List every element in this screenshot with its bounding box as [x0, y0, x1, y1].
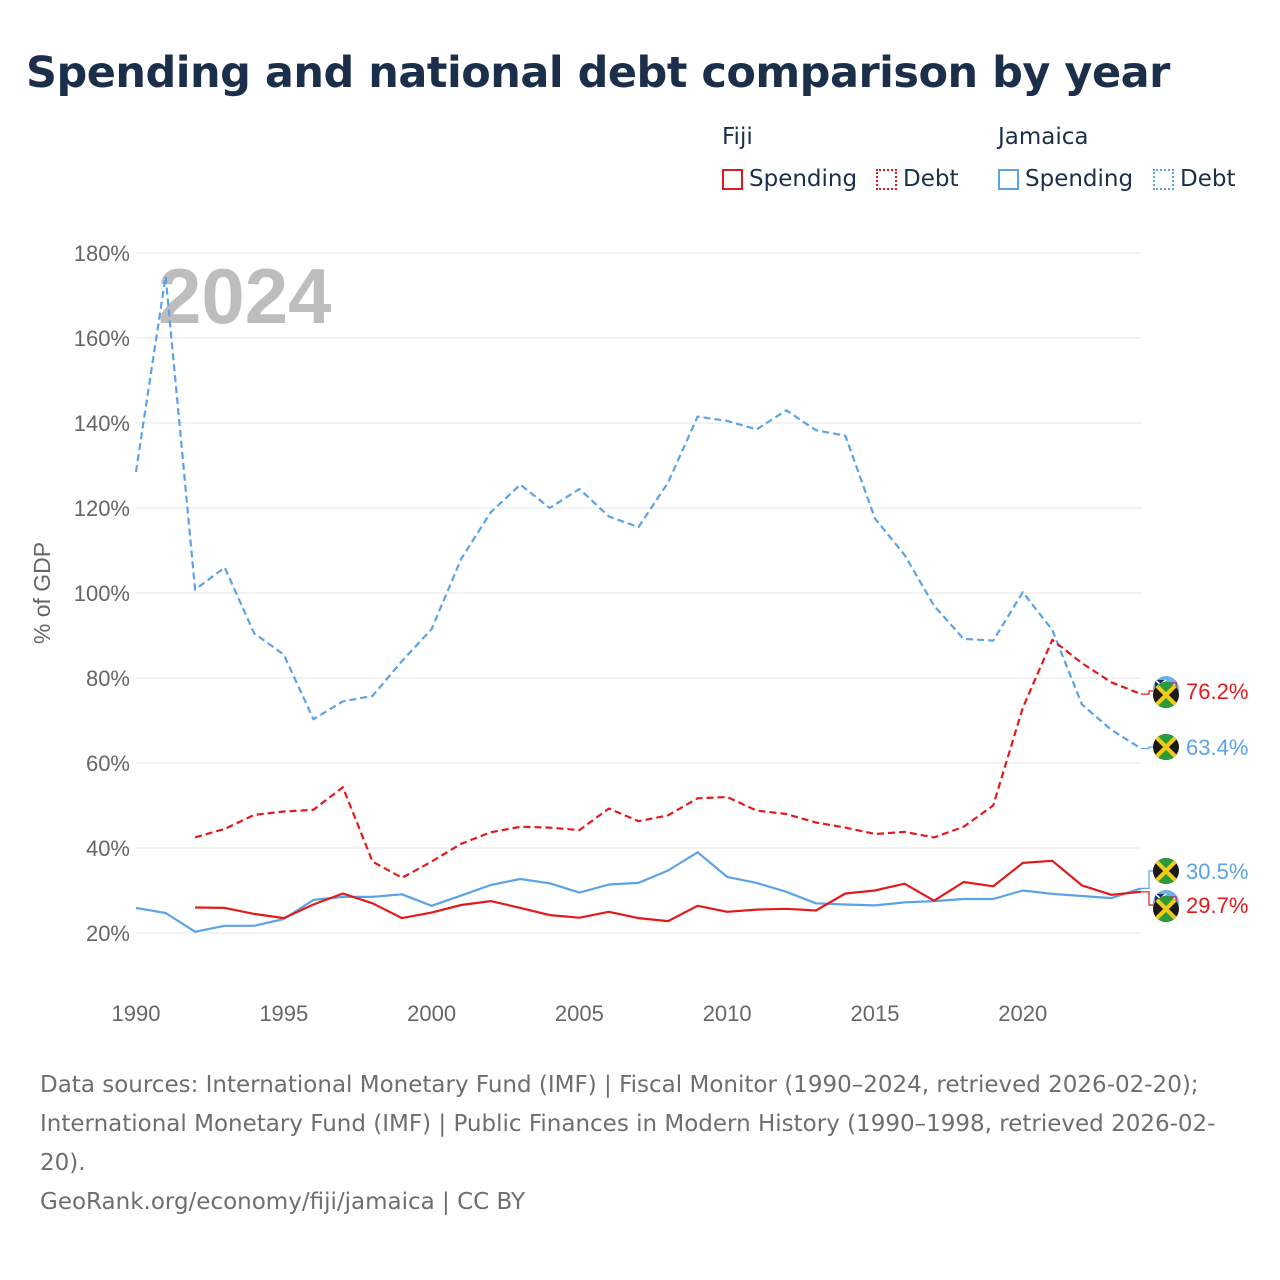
y-axis-label: % of GDP	[29, 542, 55, 644]
y-axis-ticks: 20% 40% 60% 80% 100% 120% 140% 160% 180%	[74, 241, 130, 946]
jamaica-flag-icon	[1153, 682, 1179, 708]
legend-item-jamaica-debt[interactable]: Debt	[1153, 166, 1235, 192]
legend-item-fiji-debt[interactable]: Debt	[876, 166, 958, 192]
end-labels: 76.2% 63.4% 30.5% 29.7%	[1141, 676, 1248, 922]
legend-swatch-jamaica-debt	[1153, 168, 1174, 190]
source-line: Data sources: International Monetary Fun…	[40, 1072, 1199, 1098]
x-tick-label: 2020	[998, 1001, 1047, 1026]
x-tick-label: 2015	[850, 1001, 899, 1026]
source-line: 20).	[40, 1150, 86, 1176]
y-tick-label: 80%	[86, 666, 130, 691]
end-value-label: 76.2%	[1186, 679, 1248, 704]
series-line-jamaica-spending[interactable]	[135, 851, 1142, 933]
x-tick-label: 1990	[112, 1001, 161, 1026]
legend-label-jamaica-debt: Debt	[1180, 166, 1236, 192]
end-value-label: 63.4%	[1186, 735, 1248, 760]
legend-swatch-jamaica-spending	[998, 168, 1019, 190]
series-line-jamaica-debt[interactable]	[134, 275, 1142, 750]
legend-swatch-fiji-spending	[722, 168, 743, 190]
chart-title: Spending and national debt comparison by…	[26, 48, 1170, 98]
jamaica-flag-icon	[1153, 896, 1179, 922]
jamaica-flag-icon	[1153, 858, 1179, 884]
legend-label-fiji-spending: Spending	[749, 166, 858, 192]
y-tick-label: 180%	[74, 241, 130, 266]
end-label-connector	[1141, 690, 1157, 695]
legend-group-fiji: Fiji	[722, 124, 753, 150]
series-lines	[134, 275, 1142, 933]
end-label-connector	[1141, 891, 1157, 906]
y-tick-label: 20%	[86, 921, 130, 946]
y-tick-label: 40%	[86, 836, 130, 861]
y-tick-label: 140%	[74, 411, 130, 436]
x-axis-ticks: 1990 1995 2000 2005 2010 2015 2020	[112, 1001, 1048, 1026]
series-line-fiji-spending[interactable]	[195, 859, 1142, 923]
legend-swatch-fiji-debt	[876, 168, 897, 190]
jamaica-flag-icon	[1153, 734, 1179, 760]
source-footer: Data sources: International Monetary Fun…	[40, 1066, 1240, 1222]
y-tick-label: 160%	[74, 326, 130, 351]
legend-item-jamaica-spending[interactable]: Spending	[998, 166, 1133, 192]
x-tick-label: 1995	[259, 1001, 308, 1026]
end-value-label: 29.7%	[1186, 893, 1248, 918]
source-line: International Monetary Fund (IMF) | Publ…	[40, 1111, 1216, 1137]
y-tick-label: 60%	[86, 751, 130, 776]
legend-group-jamaica: Jamaica	[998, 124, 1089, 150]
series-line-fiji-debt[interactable]	[194, 638, 1142, 879]
credit-line[interactable]: GeoRank.org/economy/fiji/jamaica | CC BY	[40, 1189, 526, 1215]
x-tick-label: 2010	[703, 1001, 752, 1026]
gridlines	[136, 252, 1141, 934]
year-watermark: 2024	[158, 252, 332, 340]
x-tick-label: 2000	[407, 1001, 456, 1026]
end-value-label: 30.5%	[1186, 859, 1248, 884]
y-tick-label: 100%	[74, 581, 130, 606]
legend-label-jamaica-spending: Spending	[1025, 166, 1134, 192]
legend-label-fiji-debt: Debt	[903, 166, 959, 192]
legend-item-fiji-spending[interactable]: Spending	[722, 166, 857, 192]
x-tick-label: 2005	[555, 1001, 604, 1026]
y-tick-label: 120%	[74, 496, 130, 521]
line-chart: 20%40%60%80%100%120%140%160%180% 1990 199…	[29, 241, 1248, 1026]
